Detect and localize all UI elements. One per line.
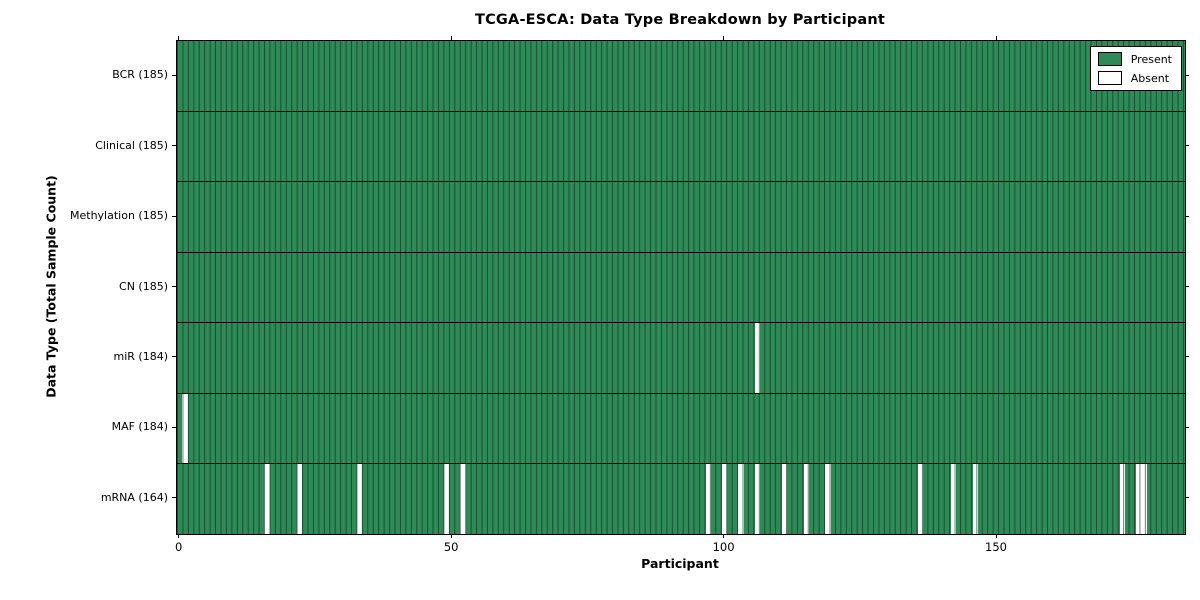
absent-cell-mRNA-33 (356, 463, 363, 534)
tick-mark (995, 534, 997, 538)
tick-mark (172, 215, 176, 217)
legend-item-absent: Absent (1097, 71, 1172, 85)
x-tick-label-100: 100 (712, 540, 735, 554)
x-tick-label-150: 150 (985, 540, 1007, 554)
row-label-Clinical: Clinical (185) (95, 138, 168, 152)
tick-mark (172, 426, 176, 428)
absent-cell-mRNA-52 (460, 463, 466, 534)
row-label-Methylation: Methylation (185) (70, 209, 168, 223)
tick-mark (178, 36, 180, 40)
tick-mark (1185, 215, 1189, 217)
tick-mark (1185, 145, 1189, 147)
absent-cell-mRNA-111 (781, 463, 788, 534)
legend-swatch-absent (1097, 71, 1122, 85)
absent-cell-mRNA-177 (1141, 463, 1147, 534)
tick-mark (450, 534, 452, 538)
row-label-CN: CN (185) (119, 279, 168, 293)
tick-mark (172, 356, 176, 358)
absent-cell-mRNA-146 (972, 463, 978, 534)
tick-mark (1185, 497, 1189, 499)
bar-edge-stripes (177, 41, 1185, 534)
x-tick-label-0: 0 (175, 540, 183, 554)
absent-cell-mRNA-119 (825, 463, 831, 534)
row-separator (177, 251, 1185, 253)
tick-mark (450, 36, 452, 40)
tick-mark (1185, 356, 1189, 358)
tick-mark (723, 534, 725, 538)
x-tick-label-50: 50 (443, 540, 459, 554)
absent-cell-mRNA-103 (738, 463, 744, 534)
row-separator (177, 392, 1185, 394)
row-label-BCR: BCR (185) (112, 68, 168, 82)
row-separator (177, 181, 1185, 183)
absent-cell-miR-106 (754, 322, 760, 394)
row-separator (177, 110, 1185, 112)
row-label-MAF: MAF (184) (111, 420, 168, 434)
tick-mark (723, 36, 725, 40)
legend-item-present: Present (1097, 52, 1172, 66)
absent-cell-mRNA-173 (1119, 463, 1126, 534)
x-axis-title: Participant (641, 556, 719, 571)
legend-label-absent: Absent (1130, 71, 1170, 85)
tick-mark (1185, 426, 1189, 428)
plot-area: Present Absent (176, 40, 1186, 535)
absent-cell-MAF-1 (182, 393, 188, 464)
tick-mark (178, 534, 180, 538)
tick-mark (172, 497, 176, 499)
absent-cell-mRNA-16 (264, 463, 270, 534)
absent-cell-mRNA-22 (296, 463, 303, 534)
absent-cell-mRNA-115 (803, 463, 810, 534)
legend-swatch-present (1097, 52, 1122, 66)
tick-mark (1185, 74, 1189, 76)
tick-mark (172, 286, 176, 287)
absent-cell-mRNA-49 (443, 463, 450, 534)
absent-cell-mRNA-97 (705, 463, 711, 534)
tick-mark (995, 36, 997, 40)
row-separator (177, 463, 1185, 465)
tick-mark (172, 145, 176, 147)
absent-cell-mRNA-142 (950, 463, 957, 534)
tick-mark (172, 74, 176, 76)
row-label-mRNA: mRNA (164) (100, 490, 168, 504)
row-separator (177, 322, 1185, 324)
row-label-miR: miR (184) (113, 349, 169, 363)
chart-title: TCGA-ESCA: Data Type Breakdown by Partic… (475, 12, 885, 28)
absent-cell-mRNA-136 (918, 463, 924, 534)
absent-cell-mRNA-100 (721, 463, 728, 534)
absent-cell-mRNA-106 (754, 463, 760, 534)
tick-mark (1185, 286, 1189, 287)
legend-label-present: Present (1130, 52, 1172, 66)
legend: Present Absent (1089, 46, 1182, 91)
